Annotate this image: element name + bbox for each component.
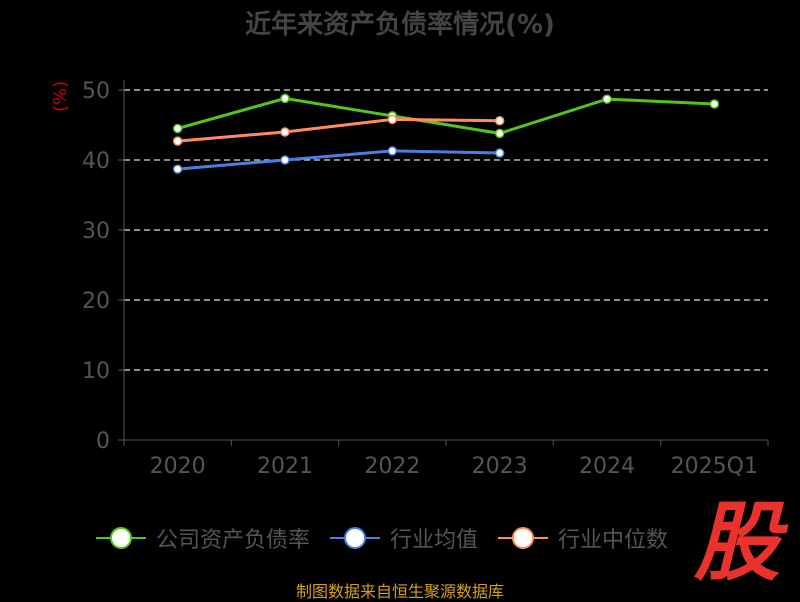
data-point [280, 127, 290, 137]
x-tick-label: 2024 [579, 454, 635, 479]
chart-title: 近年来资产负债率情况(%) [245, 10, 555, 40]
legend-label-industry-median: 行业中位数 [558, 528, 669, 553]
y-tick-label: 20 [82, 289, 110, 314]
y-tick-label: 0 [96, 429, 110, 454]
x-tick-label: 2023 [472, 454, 528, 479]
brand-logo: 股 [694, 493, 780, 593]
data-point [172, 123, 183, 134]
data-point [602, 94, 612, 104]
data-point [387, 146, 398, 156]
x-tick-label: 2020 [150, 454, 206, 479]
y-tick-label: 50 [82, 79, 110, 104]
legend-label-company: 公司资产负债率 [156, 528, 311, 553]
y-tick-label: 10 [82, 359, 110, 384]
legend-label-industry-mean: 行业均值 [390, 528, 479, 553]
source-note: 制图数据来自恒生聚源数据库 [295, 582, 504, 601]
legend-item-company[interactable]: 公司资产负债率 [96, 522, 310, 554]
x-tick-label: 2022 [364, 454, 420, 479]
legend-swatch-industry-median [498, 527, 549, 549]
data-point [387, 114, 398, 125]
data-point [494, 148, 505, 158]
series-line [177, 117, 500, 143]
legend-swatch-company [96, 527, 146, 549]
y-tick-label: 40 [82, 149, 110, 174]
legend-item-industry-median[interactable]: 行业中位数 [498, 522, 668, 554]
data-point [280, 93, 290, 104]
data-point [709, 99, 720, 109]
data-point [494, 116, 505, 126]
y-tick-label: 30 [82, 219, 110, 244]
data-point [172, 164, 183, 174]
legend-swatch-industry-mean [330, 527, 381, 549]
series-line [177, 96, 715, 135]
data-point [172, 136, 183, 146]
data-point [494, 128, 505, 139]
chart-legend: 公司资产负债率 行业均值 行业中位数 [96, 518, 688, 558]
data-point [280, 155, 290, 165]
legend-item-industry-mean[interactable]: 行业均值 [330, 522, 478, 554]
x-tick-label: 2021 [257, 454, 313, 479]
x-tick-label: 2025Q1 [671, 454, 758, 479]
series-line [177, 149, 500, 171]
